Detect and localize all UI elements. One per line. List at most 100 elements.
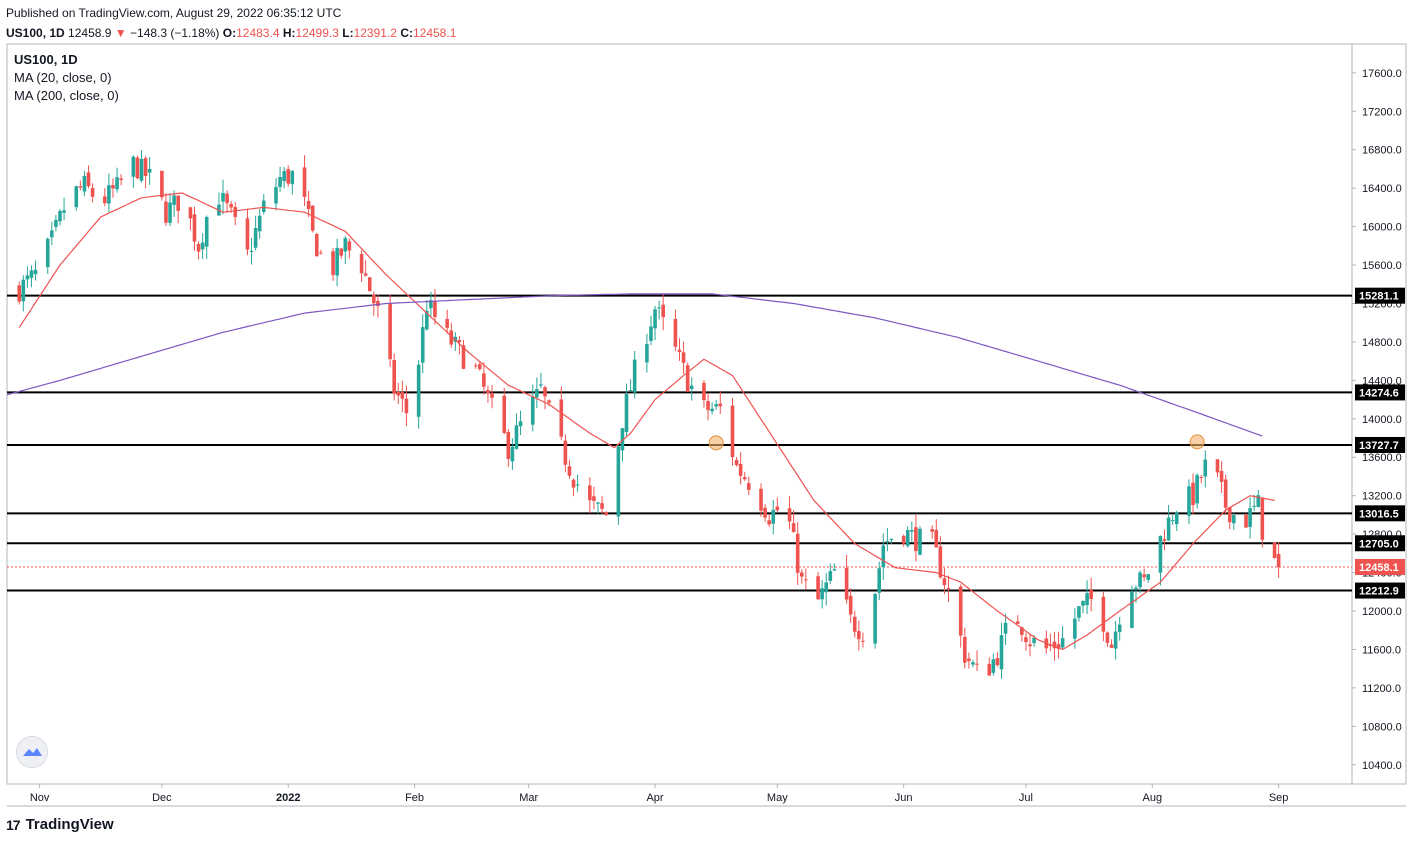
candle-body	[685, 365, 690, 392]
y-tick-label: 16000.0	[1362, 222, 1402, 234]
candle-body	[347, 241, 352, 251]
candle-body	[767, 520, 771, 525]
y-tick-label: 14800.0	[1362, 337, 1402, 349]
candle-body	[616, 446, 621, 517]
candle-body	[946, 588, 951, 590]
price-change: −148.3 (−1.18%)	[130, 26, 220, 40]
x-tick-label: Feb	[405, 792, 424, 804]
candle-body	[486, 390, 490, 394]
y-tick-label: 12000.0	[1362, 606, 1402, 618]
candle-body	[131, 156, 136, 177]
candle-body	[746, 483, 751, 490]
legend-ma20: MA (20, close, 0)	[14, 70, 112, 85]
candle-body	[420, 327, 425, 363]
candle-body	[1109, 644, 1114, 648]
level-label-box	[1355, 535, 1405, 552]
candle-body	[82, 176, 87, 192]
candle-body	[938, 546, 943, 578]
candle-body	[571, 479, 576, 488]
candle-body	[245, 218, 250, 250]
ma20-line	[18, 192, 1275, 651]
candle-body	[1232, 515, 1236, 524]
level-label-box	[1355, 582, 1405, 599]
candle-body	[857, 631, 861, 640]
symbol-label: US100, 1D	[6, 26, 65, 40]
candle-body	[1227, 507, 1232, 523]
candle-body	[306, 201, 311, 210]
candle-body	[331, 251, 335, 275]
candle-body	[506, 431, 511, 459]
candle-body	[319, 252, 323, 254]
candle-body	[901, 535, 906, 544]
candle-body	[510, 446, 515, 462]
candle-body	[1223, 479, 1228, 508]
candle-body	[1056, 644, 1061, 649]
candle-body	[575, 484, 580, 486]
ohlc-line: US100, 1D 12458.9 ▼ −148.3 (−1.18%) O:12…	[6, 26, 456, 40]
candle-body	[681, 352, 686, 363]
candle-body	[172, 195, 176, 205]
y-tick-label: 16800.0	[1362, 145, 1402, 157]
candle-body	[54, 219, 58, 227]
candle-body	[1170, 520, 1175, 522]
candle-body	[396, 391, 401, 396]
price-axis-frame	[1351, 43, 1407, 785]
candle-body	[457, 340, 462, 343]
candle-body	[759, 488, 763, 511]
tradingview-badge-icon[interactable]	[16, 736, 48, 768]
level-label: 12705.0	[1359, 538, 1399, 550]
candle-body	[107, 185, 111, 204]
candle-body	[734, 459, 739, 466]
candle-body	[21, 279, 26, 302]
candle-body	[677, 349, 682, 353]
x-tick-label: Jun	[895, 792, 913, 804]
candle-body	[1174, 512, 1179, 525]
candle-body	[889, 538, 894, 540]
candle-body	[188, 207, 193, 219]
candle-body	[286, 169, 291, 184]
candle-body	[339, 248, 344, 256]
candle-body	[592, 496, 596, 501]
candle-body	[477, 364, 482, 370]
candle-body	[482, 373, 486, 387]
x-tick-label: Dec	[152, 792, 172, 804]
x-tick-label: Apr	[646, 792, 663, 804]
candle-body	[930, 529, 934, 532]
candle-body	[624, 393, 629, 433]
y-tick-label: 13600.0	[1362, 452, 1402, 464]
candle-body	[86, 172, 91, 187]
candle-body	[473, 365, 478, 367]
candle-body	[958, 586, 963, 636]
level-label-box	[1355, 505, 1405, 522]
candle-body	[718, 403, 723, 407]
candle-body	[559, 399, 564, 437]
candle-body	[910, 530, 914, 532]
candle-body	[567, 466, 572, 476]
candle-body	[1203, 459, 1208, 477]
close-label: C:	[400, 26, 413, 40]
candle-body	[975, 663, 979, 665]
candle-body	[229, 204, 233, 208]
candle-body	[1248, 508, 1252, 528]
candle-body	[881, 545, 886, 568]
candle-body	[490, 392, 494, 398]
candle-body	[1015, 621, 1020, 624]
candle-body	[763, 507, 767, 518]
candle-body	[1138, 572, 1142, 588]
level-label: 13727.7	[1359, 440, 1399, 452]
level-label-box	[1355, 287, 1405, 304]
candle-body	[645, 343, 649, 363]
candle-body	[1146, 574, 1151, 580]
candle-body	[225, 193, 229, 204]
last-price-label: 12458.1	[1359, 562, 1399, 574]
candle-body	[844, 567, 849, 600]
candle-body	[991, 659, 996, 673]
candle-body	[119, 178, 123, 180]
candle-body	[995, 658, 1000, 666]
y-tick-label: 11200.0	[1362, 683, 1401, 695]
candle-body	[278, 177, 282, 188]
y-tick-label: 10800.0	[1362, 721, 1402, 733]
candle-body	[1020, 627, 1024, 635]
candle-body	[433, 300, 437, 317]
